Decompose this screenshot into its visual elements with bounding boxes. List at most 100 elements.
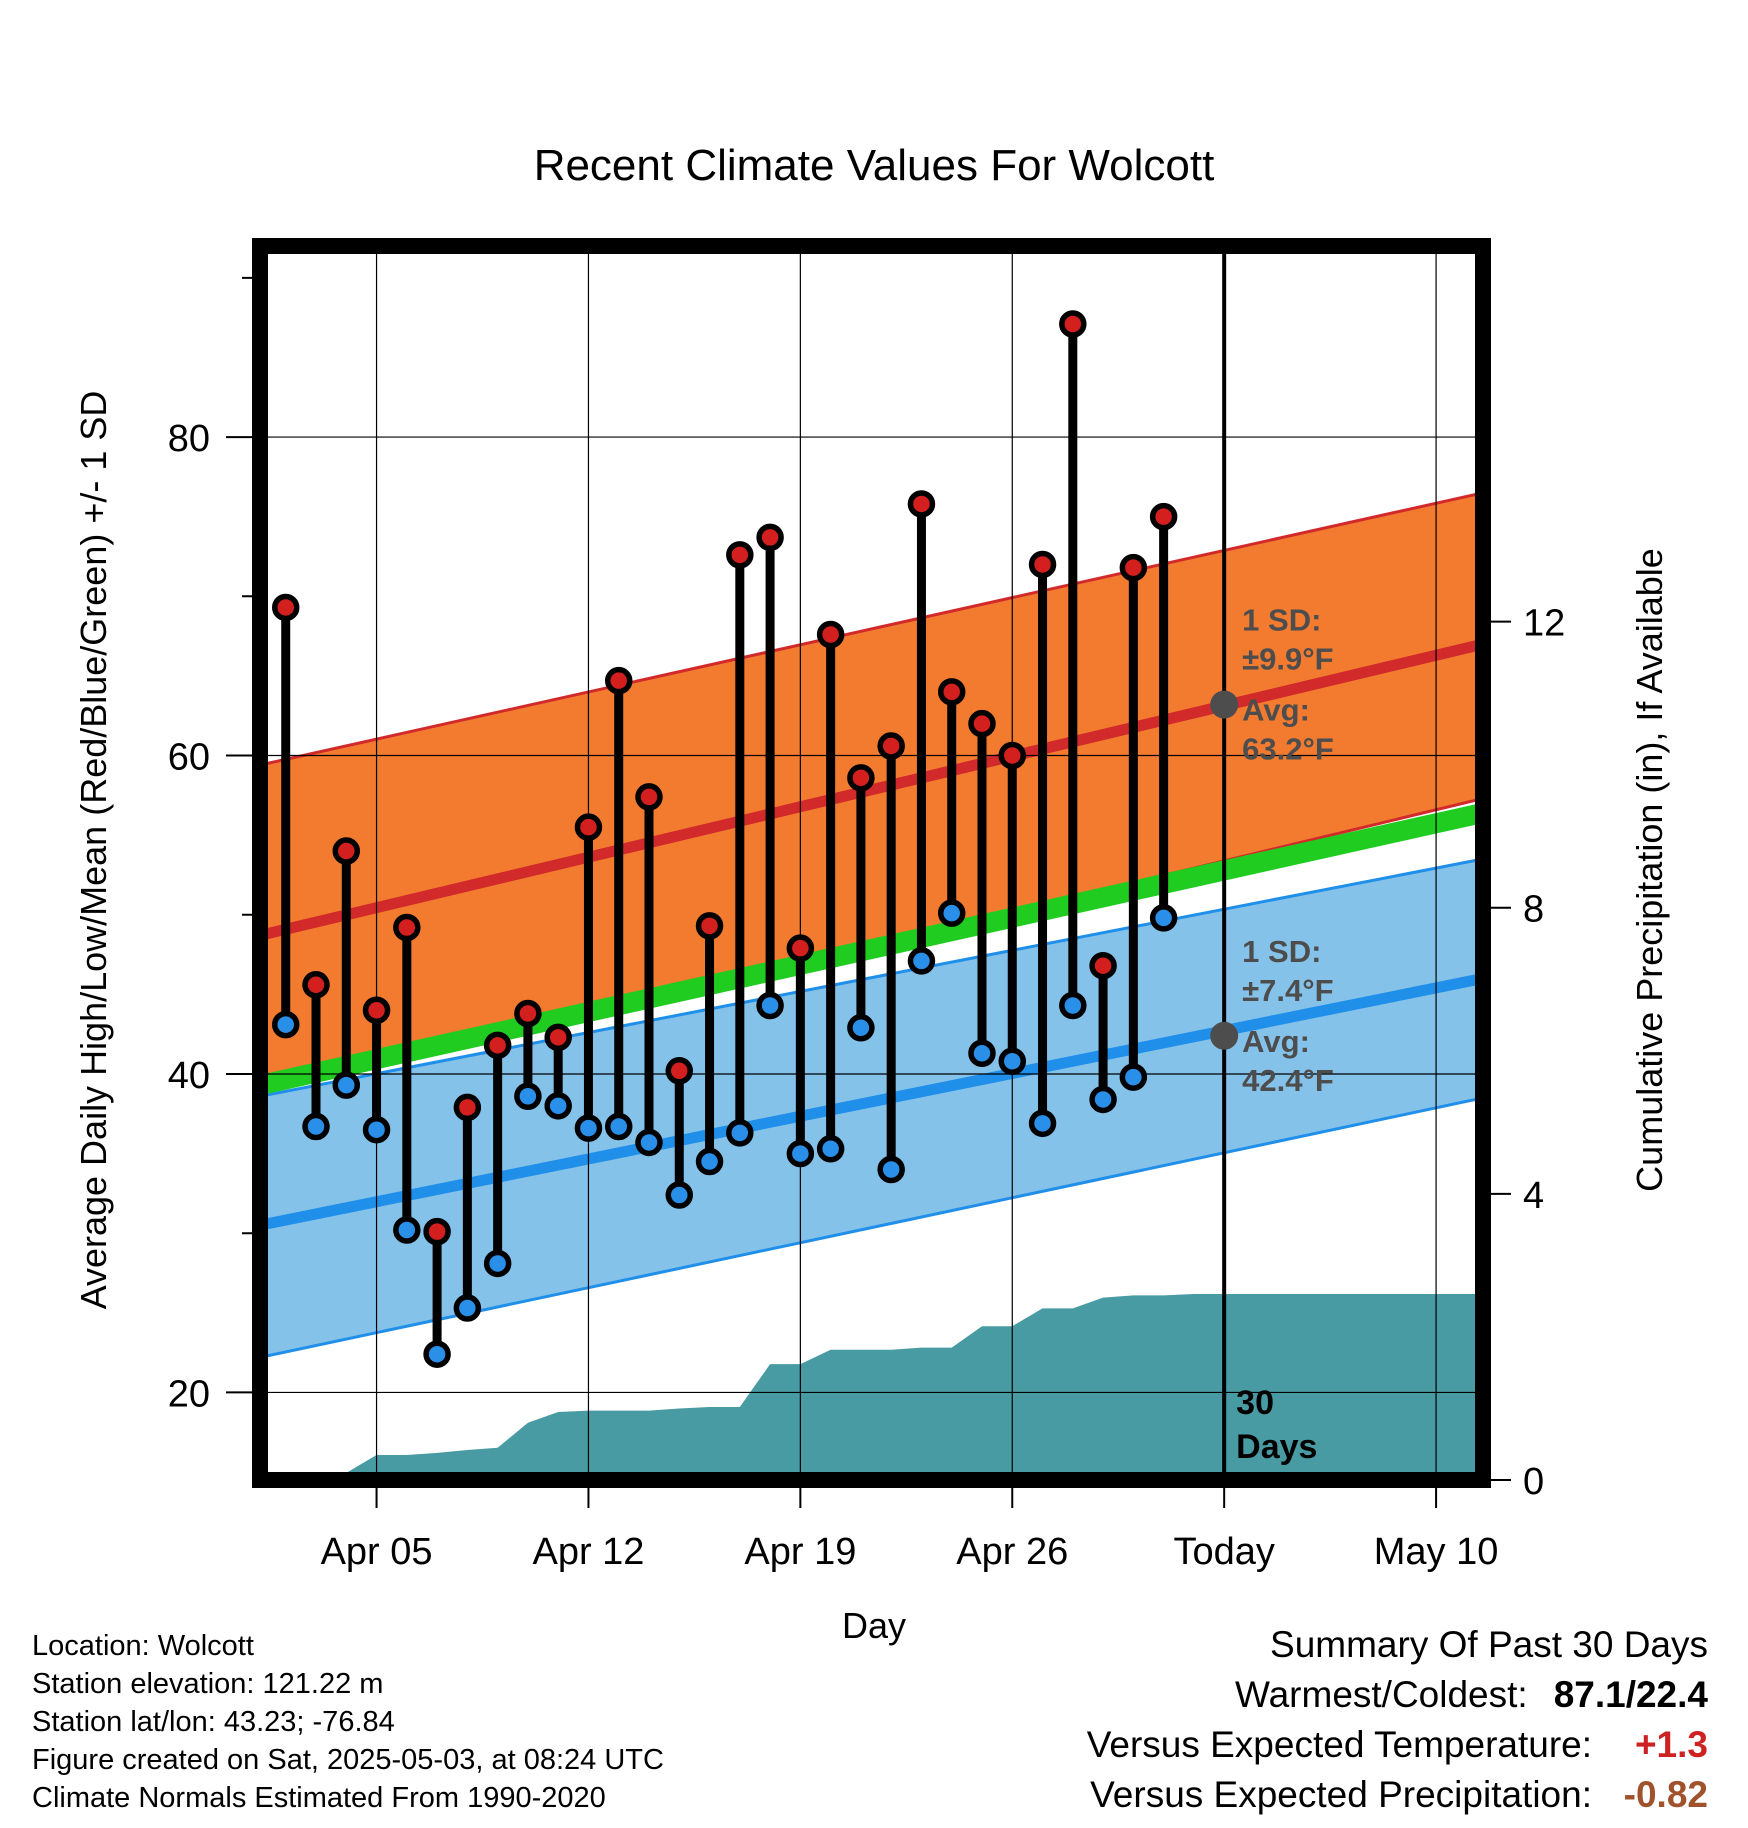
daily-high-point bbox=[1119, 553, 1148, 582]
days-label-number: 30 bbox=[1236, 1384, 1274, 1422]
high-sd-value: ±9.9°F bbox=[1242, 642, 1333, 677]
low-sd-label: 1 SD: bbox=[1242, 934, 1321, 969]
plot-frame bbox=[252, 238, 1491, 1488]
summary-precip: Versus Expected Precipitation: -0.82 bbox=[1087, 1770, 1708, 1820]
daily-high-point bbox=[483, 1031, 512, 1060]
y-tick-label: 80 bbox=[168, 418, 210, 460]
daily-low-point bbox=[756, 991, 784, 1020]
daily-high-point bbox=[847, 764, 875, 792]
daily-low-point bbox=[635, 1128, 663, 1157]
high-sd-upper-edge bbox=[260, 491, 1483, 767]
daily-low-point bbox=[302, 1112, 330, 1141]
y-axis-label: Average Daily High/Low/Mean (Red/Blue/Gr… bbox=[73, 391, 114, 1310]
temp-label: Versus Expected Temperature: bbox=[1086, 1724, 1592, 1765]
daily-low-point bbox=[1119, 1063, 1148, 1091]
daily-low-point bbox=[968, 1039, 996, 1068]
daily-high-point bbox=[574, 813, 603, 841]
daily-low-point bbox=[604, 1112, 633, 1141]
daily-high-point bbox=[1059, 310, 1087, 338]
daily-low-point bbox=[393, 1216, 421, 1244]
warmest-coldest-label: Warmest/Coldest: bbox=[1235, 1674, 1528, 1715]
daily-high-point bbox=[544, 1023, 572, 1052]
low-sd-upper-edge bbox=[260, 857, 1483, 1098]
low-sd-value: ±7.4°F bbox=[1242, 973, 1333, 1008]
x-tick-label: Apr 12 bbox=[532, 1531, 644, 1573]
daily-low-point bbox=[907, 947, 936, 975]
x-tick-label: May 10 bbox=[1374, 1531, 1499, 1573]
x-axis-label: Day bbox=[842, 1605, 906, 1646]
daily-high-point bbox=[514, 999, 542, 1028]
normal-high-line bbox=[260, 638, 1483, 941]
summary-temp: Versus Expected Temperature: +1.3 bbox=[1087, 1720, 1708, 1770]
low-avg-marker bbox=[1210, 1021, 1239, 1050]
daily-high-point bbox=[907, 490, 936, 518]
daily-high-point bbox=[453, 1093, 482, 1122]
y2-tick-label: 4 bbox=[1523, 1175, 1544, 1217]
daily-high-point bbox=[726, 541, 754, 569]
daily-low-point bbox=[1149, 904, 1178, 932]
summary-heading: Summary Of Past 30 Days bbox=[1270, 1624, 1708, 1665]
daily-low-point bbox=[695, 1147, 724, 1176]
daily-high-point bbox=[756, 523, 784, 552]
location-text: Location: Wolcott bbox=[32, 1630, 254, 1662]
daily-low-point bbox=[816, 1135, 845, 1163]
high-avg-label: Avg: bbox=[1242, 693, 1310, 728]
daily-high-point bbox=[604, 666, 633, 695]
high-avg-marker bbox=[1210, 690, 1239, 719]
daily-high-point bbox=[877, 732, 905, 760]
daily-low-point bbox=[514, 1082, 542, 1111]
y-tick-label: 60 bbox=[168, 737, 210, 779]
daily-low-point bbox=[665, 1181, 694, 1209]
daily-low-point bbox=[271, 1010, 300, 1039]
created-text: Figure created on Sat, 2025-05-03, at 08… bbox=[32, 1744, 664, 1776]
normal-mean-line bbox=[260, 803, 1483, 1095]
daily-low-point bbox=[786, 1139, 815, 1168]
x-tick-label: Today bbox=[1173, 1531, 1274, 1573]
daily-high-point bbox=[937, 678, 966, 706]
daily-high-point bbox=[695, 912, 724, 940]
daily-low-point bbox=[362, 1115, 391, 1144]
x-tick-label: Apr 26 bbox=[956, 1531, 1068, 1573]
daily-high-point bbox=[332, 837, 361, 865]
daily-low-point bbox=[1089, 1085, 1117, 1114]
daily-low-point bbox=[1028, 1109, 1057, 1138]
latlon-text: Station lat/lon: 43.23; -76.84 bbox=[32, 1706, 395, 1738]
precip-area bbox=[260, 1294, 1483, 1480]
summary-panel: Summary Of Past 30 Days Warmest/Coldest:… bbox=[1087, 1620, 1708, 1820]
normals-text: Climate Normals Estimated From 1990-2020 bbox=[32, 1782, 606, 1814]
daily-low-point bbox=[453, 1294, 482, 1322]
elevation-text: Station elevation: 121.22 m bbox=[32, 1668, 384, 1700]
daily-high-point bbox=[1089, 951, 1117, 980]
daily-low-point bbox=[847, 1014, 875, 1042]
chart-title: Recent Climate Values For Wolcott bbox=[534, 141, 1215, 190]
x-tick-label: Apr 05 bbox=[321, 1531, 433, 1573]
plot-content: 1 SD: ±9.9°F Avg: 63.2°F 1 SD: ±7.4°F Avg: 42.4… bbox=[260, 246, 1483, 1480]
daily-low-point bbox=[544, 1092, 572, 1120]
y2-tick-label: 8 bbox=[1523, 889, 1544, 931]
y2-tick-label: 12 bbox=[1523, 603, 1565, 645]
y2-axis-label: Cumulative Precipitation (in), If Availa… bbox=[1629, 548, 1670, 1192]
temp-value: +1.3 bbox=[1634, 1724, 1708, 1765]
daily-high-point bbox=[1028, 550, 1057, 579]
daily-high-point bbox=[665, 1057, 694, 1085]
y-tick-label: 20 bbox=[168, 1373, 210, 1415]
y2-tick-label: 0 bbox=[1523, 1461, 1544, 1503]
summary-warmest-coldest: Warmest/Coldest: 87.1/22.4 bbox=[1087, 1670, 1708, 1720]
daily-high-point bbox=[302, 971, 330, 999]
daily-low-point bbox=[574, 1114, 603, 1142]
daily-low-point bbox=[877, 1155, 905, 1184]
plot-area: 1 SD: ±9.9°F Avg: 63.2°F 1 SD: ±7.4°F Avg: 42.4… bbox=[168, 238, 1565, 1573]
daily-low-point bbox=[332, 1071, 361, 1099]
low-avg-value: 42.4°F bbox=[1242, 1063, 1334, 1098]
daily-high-point bbox=[786, 934, 815, 962]
precip-label: Versus Expected Precipitation: bbox=[1090, 1774, 1592, 1815]
warmest-coldest-value: 87.1/22.4 bbox=[1553, 1674, 1708, 1715]
low-avg-label: Avg: bbox=[1242, 1024, 1310, 1059]
y-tick-label: 40 bbox=[168, 1055, 210, 1097]
high-sd-label: 1 SD: bbox=[1242, 603, 1321, 638]
daily-low-point bbox=[998, 1047, 1027, 1075]
days-label-word: Days bbox=[1236, 1428, 1317, 1466]
daily-high-point bbox=[968, 709, 996, 738]
high-avg-value: 63.2°F bbox=[1242, 732, 1334, 767]
